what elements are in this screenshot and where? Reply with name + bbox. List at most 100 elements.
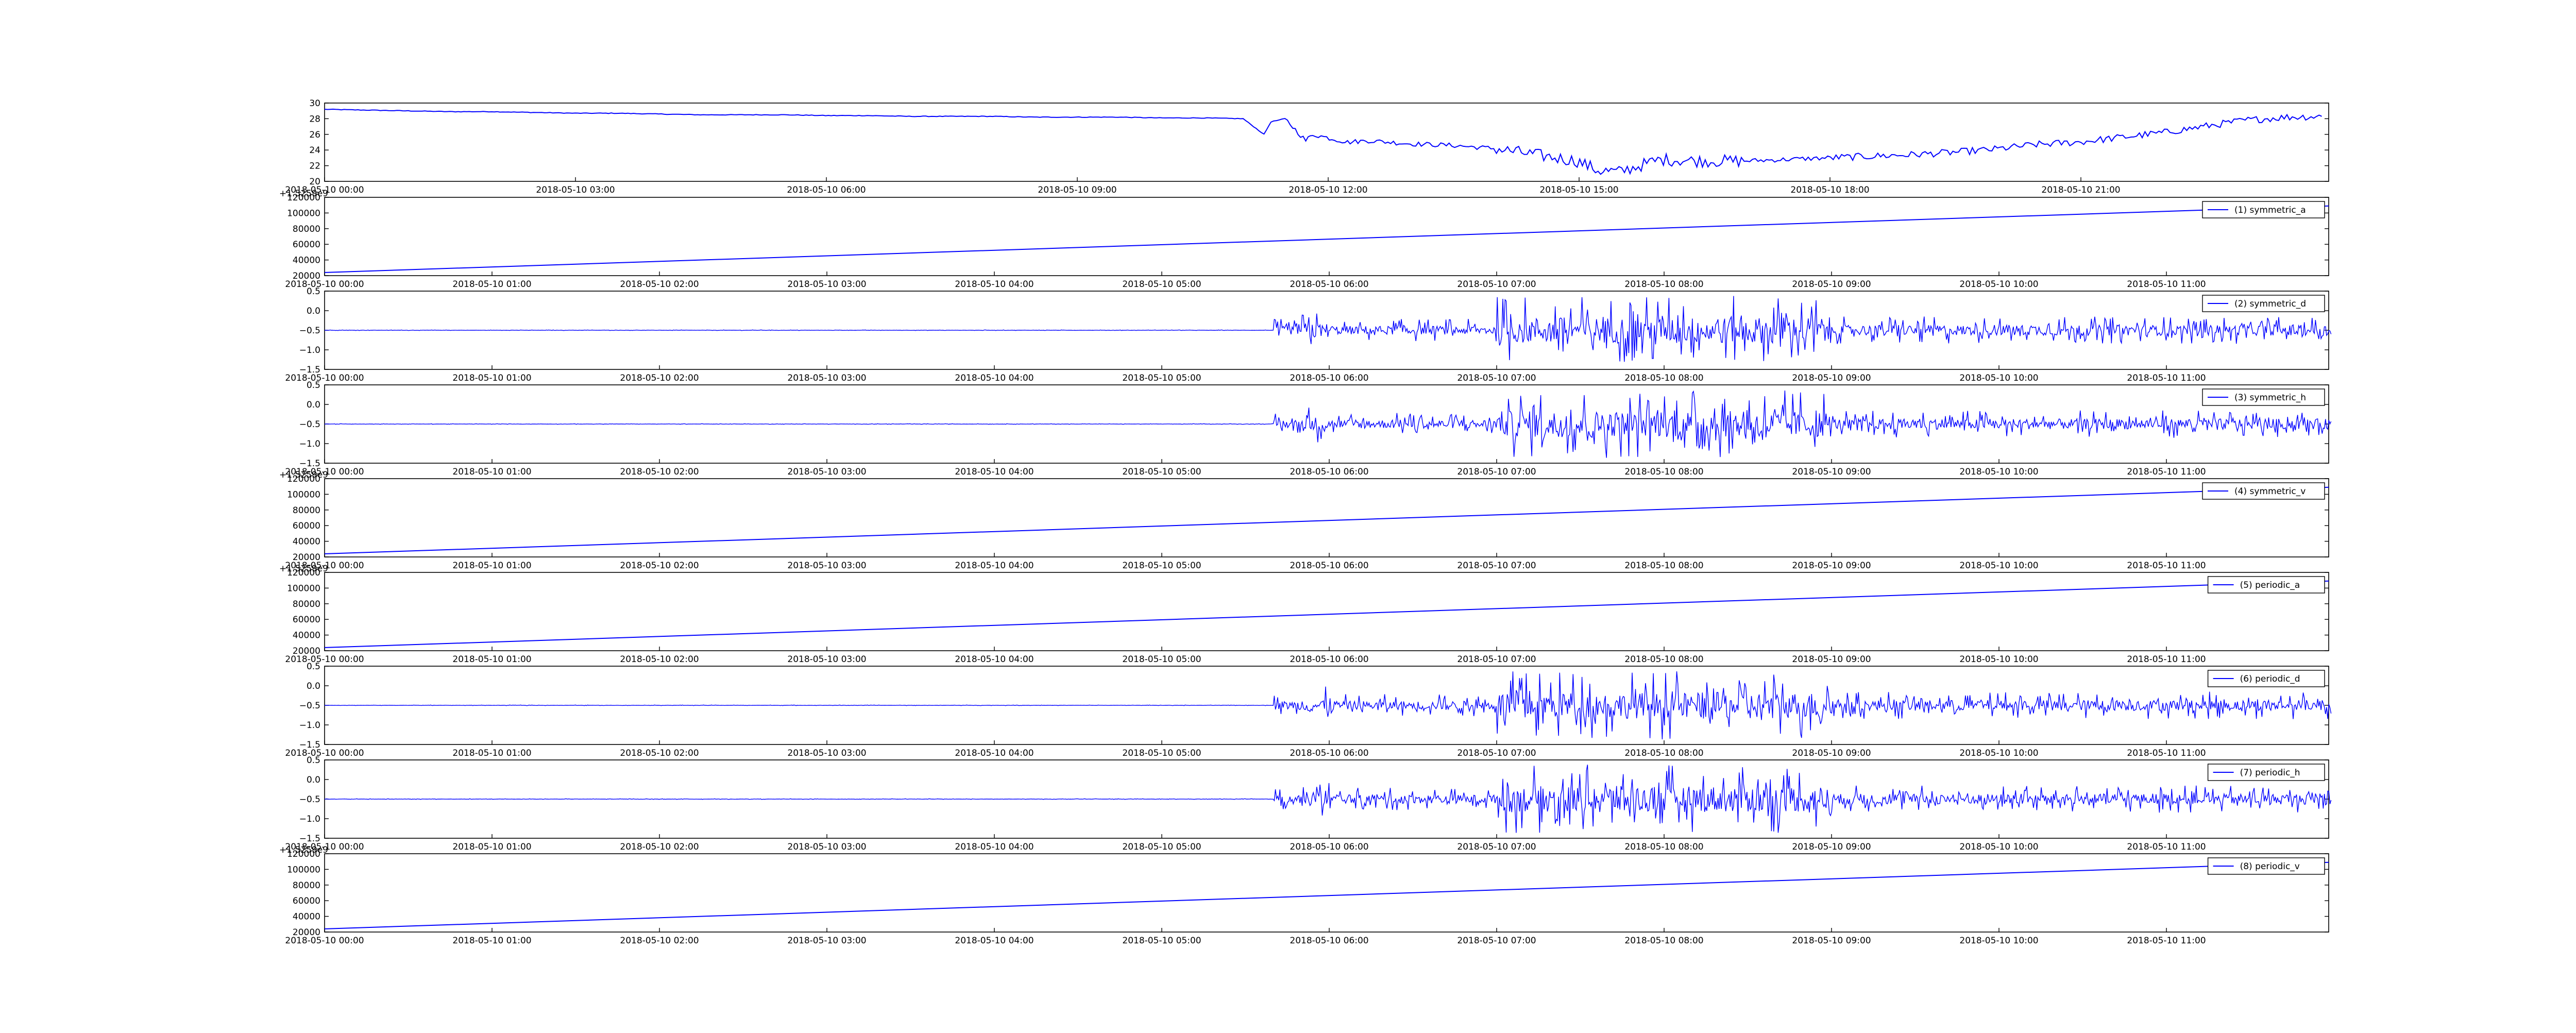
x-tick-label: 2018-05-10 00:00 [285,561,364,571]
x-tick-label: 2018-05-10 10:00 [1959,936,2038,946]
x-tick-label: 2018-05-10 11:00 [2127,373,2206,383]
x-tick-label: 2018-05-10 05:00 [1122,842,1201,852]
y-tick-label: −0.5 [299,794,320,805]
y-tick-label: −1.0 [299,439,320,449]
y-tick-label: 28 [309,114,320,124]
x-tick-label: 2018-05-10 06:00 [1290,654,1368,665]
y-tick-label: 20000 [293,927,320,938]
x-tick-label: 2018-05-10 06:00 [1290,467,1368,477]
y-tick-label: −1.0 [299,720,320,731]
x-tick-label: 2018-05-10 07:00 [1457,936,1536,946]
x-tick-label: 2018-05-10 06:00 [1290,373,1368,383]
x-tick-label: 2018-05-10 09:00 [1792,654,1871,665]
x-tick-label: 2018-05-10 07:00 [1457,373,1536,383]
x-tick-label: 2018-05-10 10:00 [1959,279,2038,290]
y-tick-label: 0.0 [307,400,320,410]
plot-frame [324,478,2329,557]
y-tick-label: −1.0 [299,814,320,824]
x-tick-label: 2018-05-10 03:00 [536,185,615,195]
y-offset-label: +1.5259e9 [279,189,328,199]
legend: (4) symmetric_v [2202,482,2325,500]
subplot-3: −1.5 −1.0 −0.5 0.0 0.5 2018-05-10 00:00 2018-0… [285,286,2332,383]
x-tick-label: 2018-05-10 10:00 [1959,561,2038,571]
x-tick-label: 2018-05-10 11:00 [2127,748,2206,758]
x-tick-label: 2018-05-10 01:00 [452,654,531,665]
y-tick-label: −0.5 [299,419,320,430]
x-tick-label: 2018-05-10 08:00 [1624,561,1703,571]
legend: (3) symmetric_h [2202,388,2325,406]
y-tick-label: −0.5 [299,701,320,711]
x-tick-label: 2018-05-10 00:00 [285,279,364,290]
plot-frame [324,103,2329,182]
legend-label: (6) periodic_d [2240,674,2300,684]
x-tick-label: 2018-05-10 07:00 [1457,654,1536,665]
y-tick-label: 40000 [293,912,320,922]
y-tick-label: 120000 [287,568,320,578]
x-tick-label: 2018-05-10 08:00 [1624,748,1703,758]
y-offset-label: +1.5259e9 [279,564,328,574]
x-tick-label: 2018-05-10 10:00 [1959,748,2038,758]
y-tick-label: 80000 [293,599,320,609]
legend-label: (2) symmetric_d [2234,299,2306,309]
x-tick-label: 2018-05-10 01:00 [452,842,531,852]
x-tick-label: 2018-05-10 00:00 [285,373,364,383]
y-tick-label: 20000 [293,271,320,281]
x-tick-label: 2018-05-10 02:00 [620,561,699,571]
y-tick-label: 20000 [293,552,320,563]
approximation-line [324,861,2329,929]
subplot-1: 20 22 24 26 28 30 2018-05-10 00:00 2018-05-10 0… [285,98,2329,195]
x-tick-label: 2018-05-10 04:00 [955,654,1033,665]
x-tick-label: 2018-05-10 11:00 [2127,279,2206,290]
plot-frame [324,197,2329,276]
y-tick-label: 80000 [293,505,320,516]
x-tick-label: 2018-05-10 01:00 [452,467,531,477]
y-tick-label: 120000 [287,474,320,484]
subplot-2: 20000 40000 60000 80000 100000 120000+1.5259e… [279,189,2329,290]
x-tick-label: 2018-05-10 08:00 [1624,654,1703,665]
x-tick-label: 2018-05-10 00:00 [285,936,364,946]
x-tick-label: 2018-05-10 09:00 [1792,279,1871,290]
x-tick-label: 2018-05-10 09:00 [1792,748,1871,758]
x-tick-label: 2018-05-10 00:00 [285,185,364,195]
subplot-8: −1.5 −1.0 −0.5 0.0 0.5 2018-05-10 00:00 2018-0… [285,755,2332,852]
y-tick-label: 20000 [293,646,320,656]
y-tick-label: 20 [309,177,320,187]
x-tick-label: 2018-05-10 11:00 [2127,842,2206,852]
legend: (2) symmetric_d [2202,295,2325,312]
x-tick-label: 2018-05-10 10:00 [1959,467,2038,477]
approximation-line [324,205,2329,273]
x-tick-label: 2018-05-10 00:00 [285,654,364,665]
x-tick-label: 2018-05-10 08:00 [1624,842,1703,852]
y-tick-label: −1.5 [299,365,320,375]
x-tick-label: 2018-05-10 08:00 [1624,467,1703,477]
y-tick-label: 100000 [287,583,320,594]
legend: (7) periodic_h [2207,764,2325,781]
y-tick-label: 60000 [293,615,320,625]
x-tick-label: 2018-05-10 01:00 [452,936,531,946]
x-tick-label: 2018-05-10 05:00 [1122,467,1201,477]
y-tick-label: −1.5 [299,834,320,844]
y-tick-label: 80000 [293,224,320,234]
subplot-6: 20000 40000 60000 80000 100000 120000+1.5259e… [279,564,2329,665]
x-tick-label: 2018-05-10 03:00 [787,842,866,852]
x-tick-label: 2018-05-10 18:00 [1790,185,1869,195]
x-tick-label: 2018-05-10 09:00 [1792,936,1871,946]
y-tick-label: 30 [309,98,320,109]
x-tick-label: 2018-05-10 04:00 [955,373,1033,383]
y-tick-label: 0.0 [307,681,320,691]
x-tick-label: 2018-05-10 08:00 [1624,936,1703,946]
subplot-7: −1.5 −1.0 −0.5 0.0 0.5 2018-05-10 00:00 2018-0… [285,662,2332,758]
x-tick-label: 2018-05-10 01:00 [452,748,531,758]
x-tick-label: 2018-05-10 02:00 [620,373,699,383]
x-tick-label: 2018-05-10 06:00 [1290,748,1368,758]
legend: (6) periodic_d [2207,670,2325,687]
x-tick-label: 2018-05-10 07:00 [1457,842,1536,852]
x-tick-label: 2018-05-10 02:00 [620,936,699,946]
approximation-line [324,580,2329,648]
x-tick-label: 2018-05-10 09:00 [1792,373,1871,383]
y-tick-label: 0.0 [307,775,320,785]
y-offset-label: +1.5259e9 [279,470,328,480]
y-tick-label: 0.0 [307,306,320,316]
y-tick-label: 24 [309,145,320,156]
y-tick-label: 60000 [293,240,320,250]
